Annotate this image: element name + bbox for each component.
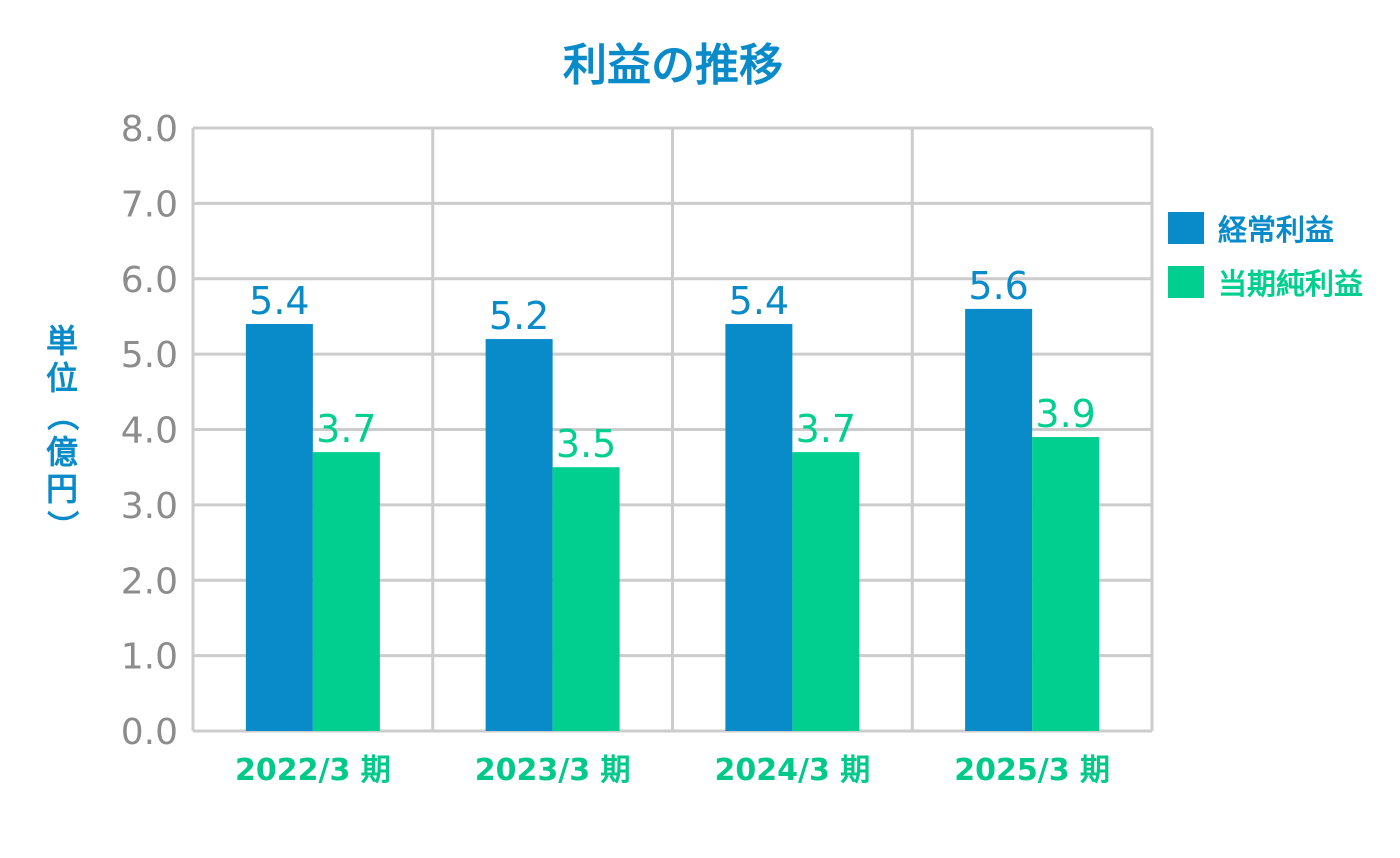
y-tick-label: 0.0 [121,712,178,753]
x-tick-label: 2024/3 期 [714,753,870,788]
y-axis-label-char: 単 [46,322,78,360]
legend-label: 経常利益 [1218,213,1334,247]
legend-swatch [1168,212,1204,244]
bar-net-profit [1032,437,1100,731]
y-axis-label: 単位（億円） [43,322,81,542]
bar-value-label: 5.2 [489,294,549,338]
chart-title: 利益の推移 [563,40,783,91]
y-axis-label-char: 位 [46,359,78,397]
y-axis-label-char: 億 [46,433,78,471]
bar-ordinary-profit [485,339,553,731]
legend-swatch [1168,266,1204,298]
y-tick-label: 1.0 [121,637,178,678]
data-labels: 5.4 3.7 5.2 3.5 5.4 3.7 5.6 3.9 [249,264,1096,466]
chart-grid [191,126,1154,733]
x-tick-label: 2022/3 期 [235,753,391,788]
bar-value-label: 5.4 [249,279,309,323]
y-tick-label: 2.0 [121,561,178,602]
bar-value-label: 3.5 [556,422,616,466]
bar-value-label: 3.7 [796,407,856,451]
y-tick-label: 4.0 [121,411,178,452]
y-tick-label: 3.0 [121,486,178,527]
bar-ordinary-profit [245,323,313,731]
legend-label: 当期純利益 [1218,267,1363,301]
x-axis-ticks: 2022/3 期 2023/3 期 2024/3 期 2025/3 期 [235,753,1110,788]
bar-value-label: 3.9 [1035,392,1095,436]
bar-series [245,308,1100,731]
y-tick-label: 6.0 [121,260,178,301]
x-tick-label: 2023/3 期 [475,753,631,788]
y-axis-label-char: （ [43,399,81,431]
bar-value-label: 5.4 [729,279,789,323]
bar-value-label: 3.7 [316,407,376,451]
bar-net-profit [552,467,620,731]
bar-ordinary-profit [725,323,793,731]
y-axis-ticks: 0.0 1.0 2.0 3.0 4.0 5.0 6.0 7.0 8.0 [121,109,178,753]
x-tick-label: 2025/3 期 [954,753,1110,788]
y-tick-label: 5.0 [121,335,178,376]
bar-net-profit [792,452,860,731]
y-tick-label: 7.0 [121,184,178,225]
y-tick-label: 8.0 [121,109,178,150]
bar-ordinary-profit [965,308,1033,731]
bar-value-label: 5.6 [968,264,1028,308]
y-axis-label-char: 円 [46,470,78,508]
bar-net-profit [312,452,380,731]
y-axis-label-char: ） [43,510,81,542]
